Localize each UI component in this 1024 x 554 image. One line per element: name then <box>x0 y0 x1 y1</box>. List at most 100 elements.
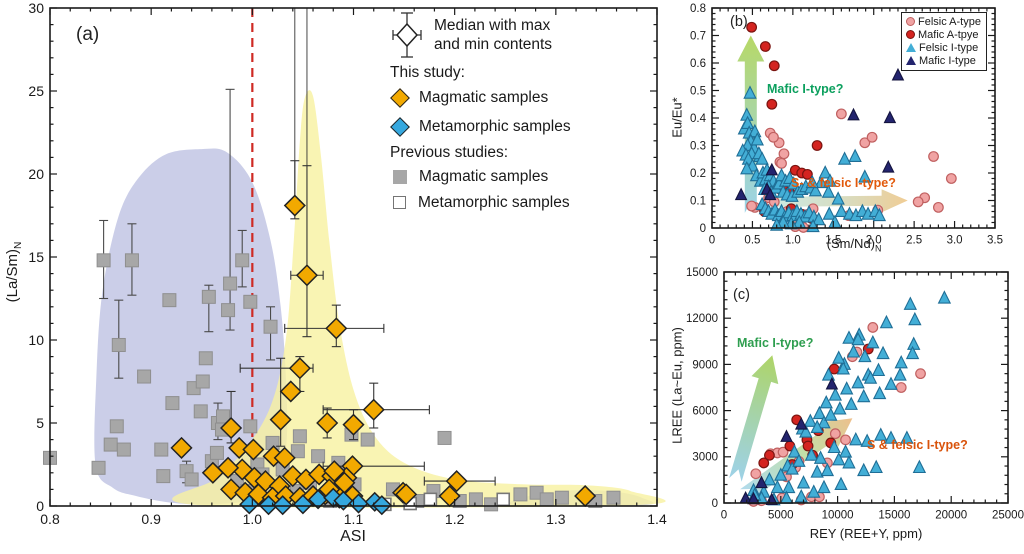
panel-a-y-axis-title: (La/Sm)N <box>4 212 24 332</box>
svg-text:3.5: 3.5 <box>987 235 1003 247</box>
panel-a-label: (a) <box>76 24 100 45</box>
panel-c-ticks <box>723 271 1009 504</box>
svg-text:25: 25 <box>28 83 44 99</box>
legend-b-item-mafic-a: Mafic A-tpye <box>906 28 981 41</box>
panel-b-y-axis-title: Eu/Eu* <box>669 97 685 138</box>
annotation: S- & felsic I-type? <box>791 176 896 190</box>
legend-b-felsic-i-label: Felsic I-type <box>919 41 979 54</box>
legend-item-metamorphic-label: Metamorphic samples <box>419 118 571 135</box>
svg-text:20000: 20000 <box>935 510 967 522</box>
svg-text:0.5: 0.5 <box>690 85 706 97</box>
svg-text:10: 10 <box>28 332 44 348</box>
svg-text:15000: 15000 <box>686 267 718 279</box>
legend-item-magmatic: Magmatic samples <box>390 85 658 111</box>
legend-item-prev-magmatic-label: Magmatic samples <box>419 167 549 185</box>
legend-b-mafic-i-label: Mafic I-type <box>919 54 976 67</box>
panel-a-y-axis-title-text: (La/Sm) <box>4 249 21 303</box>
annotation: Mafic I-type? <box>767 82 843 96</box>
svg-text:3.0: 3.0 <box>947 235 963 247</box>
felsic-i-triangle-icon <box>906 43 916 52</box>
panel-b-ticks <box>711 7 996 229</box>
region-previous-studies-field <box>94 148 288 505</box>
prev-metamorphic-square-icon <box>393 196 406 209</box>
svg-text:0.1: 0.1 <box>690 195 706 207</box>
legend-previous-studies-header: Previous studies: <box>390 144 509 161</box>
legend-median-row: Median with max and min contents <box>388 10 658 60</box>
svg-text:12000: 12000 <box>686 313 718 325</box>
panel-a-y-axis-title-sub: N <box>13 241 24 250</box>
svg-text:0: 0 <box>700 223 706 235</box>
svg-text:15: 15 <box>28 249 44 265</box>
svg-text:0.8: 0.8 <box>690 3 706 15</box>
magmatic-diamond-icon <box>390 88 410 108</box>
panel-c-y-axis-title: LREE (La~Eu, ppm) <box>669 327 685 444</box>
svg-text:1.0: 1.0 <box>243 511 263 527</box>
svg-text:0: 0 <box>36 498 44 514</box>
svg-text:2.0: 2.0 <box>866 235 882 247</box>
svg-text:0.3: 0.3 <box>690 140 706 152</box>
legend-item-prev-metamorphic: Metamorphic samples <box>390 191 658 214</box>
panel-a-tick-labels: 0.8 0.9 1.0 1.1 1.2 1.3 1.4 0 5 10 15 20 25 30 <box>28 0 667 527</box>
legend-b-item-mafic-i: Mafic I-type <box>906 54 981 67</box>
svg-text:0.8: 0.8 <box>40 511 60 527</box>
svg-text:0.7: 0.7 <box>690 30 706 42</box>
legend-item-prev-metamorphic-label: Metamorphic samples <box>418 193 570 211</box>
svg-text:1.5: 1.5 <box>825 235 841 247</box>
svg-text:1.2: 1.2 <box>445 511 465 527</box>
panel-c-label: (c) <box>733 287 750 303</box>
region-this-study-field <box>172 90 666 508</box>
plot-frame <box>723 271 1009 504</box>
svg-text:0: 0 <box>712 498 718 510</box>
legend-b-mafic-a-label: Mafic A-tpye <box>918 28 979 41</box>
felsic-a-circle-icon <box>906 17 915 26</box>
panel-a-legend: Median with max and min contents This st… <box>388 10 658 217</box>
trend-arrow <box>729 355 779 482</box>
legend-item-metamorphic: Metamorphic samples <box>390 114 658 140</box>
panel-a-plot: 0.8 0.9 1.0 1.1 1.2 1.3 1.4 0 5 10 15 20 25 30 <box>28 0 667 527</box>
svg-text:1.0: 1.0 <box>785 235 801 247</box>
svg-text:0.2: 0.2 <box>690 168 706 180</box>
svg-text:9000: 9000 <box>692 359 718 371</box>
svg-text:20: 20 <box>28 166 44 182</box>
panel-a-x-axis-title-text: ASI <box>340 528 366 545</box>
annotation: Mafic I-type? <box>737 336 813 350</box>
svg-text:5000: 5000 <box>768 510 794 522</box>
panel-b-x-axis-title: (Sm/Nd)N <box>794 236 914 254</box>
svg-text:0.5: 0.5 <box>744 235 760 247</box>
legend-median-label: Median with max and min contents <box>434 16 553 53</box>
legend-b-felsic-a-label: Felsic A-type <box>918 15 981 28</box>
panel-b-tick-labels: 0 0.5 1.0 1.5 2.0 2.5 3.0 3.5 0 0.1 0.2 0.3 0.4 0.5 0.… <box>690 3 1003 247</box>
panel-b-x-axis-title-text: (Sm/Nd) <box>826 236 875 251</box>
legend-b-item-felsic-i: Felsic I-type <box>906 41 981 54</box>
svg-text:6000: 6000 <box>692 406 718 418</box>
legend-b-item-felsic-a: Felsic A-type <box>906 15 981 28</box>
svg-text:10000: 10000 <box>822 510 854 522</box>
svg-text:0: 0 <box>721 510 727 522</box>
panel-a-x-axis-title: ASI <box>303 528 403 546</box>
metamorphic-diamond-icon <box>390 117 410 137</box>
svg-text:30: 30 <box>28 0 44 16</box>
svg-text:2.5: 2.5 <box>906 235 922 247</box>
legend-item-magmatic-label: Magmatic samples <box>419 89 549 106</box>
legend-item-prev-magmatic: Magmatic samples <box>390 165 658 188</box>
panel-b-plot: 0 0.5 1.0 1.5 2.0 2.5 3.0 3.5 0 0.1 0.2 0.3 0.4 0.5 0.… <box>690 3 1003 247</box>
panel-c-tick-labels: 0 5000 10000 15000 20000 25000 0 3000 6000 9000 12… <box>686 267 1024 522</box>
panel-a-ticks <box>49 7 658 507</box>
median-symbol-icon <box>392 12 422 58</box>
mafic-i-triangle-icon <box>906 56 916 65</box>
panel-b-label: (b) <box>730 14 748 30</box>
svg-text:0.6: 0.6 <box>690 58 706 70</box>
series-felsic-i-type <box>736 85 887 233</box>
svg-text:1.3: 1.3 <box>546 511 566 527</box>
mafic-a-circle-icon <box>906 30 915 39</box>
svg-text:1.4: 1.4 <box>647 511 667 527</box>
series-mafic-i-type <box>734 67 905 201</box>
panel-b-legend: Felsic A-type Mafic A-tpye Felsic I-type… <box>901 12 987 71</box>
legend-this-study-header: This study: <box>390 64 465 81</box>
prev-magmatic-square-icon <box>393 169 407 184</box>
series-felsic-i-type <box>746 290 952 506</box>
svg-text:5: 5 <box>36 415 44 431</box>
svg-text:3000: 3000 <box>692 452 718 464</box>
annotation: S & felsic I-type? <box>867 438 968 452</box>
panel-b-x-axis-title-sub: N <box>875 243 882 254</box>
